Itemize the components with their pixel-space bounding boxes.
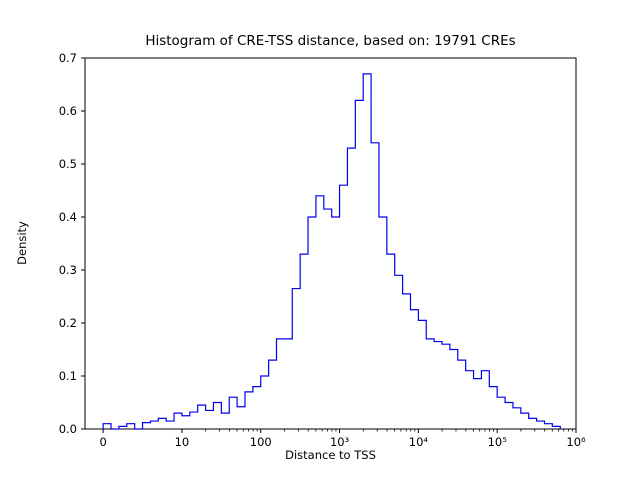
x-tick-label: 10⁵: [488, 435, 508, 449]
x-tick-label: 10⁴: [409, 435, 429, 449]
x-axis-ticks: 0 10 100 10³ 10⁴ 10⁵ 10⁶: [99, 429, 586, 449]
x-tick-label: 0: [99, 435, 106, 449]
y-axis-ticks: 0.0 0.1 0.2 0.3 0.4 0.5 0.6 0.7: [59, 51, 85, 436]
x-minor-ticks: [205, 429, 573, 432]
x-tick-label: 10: [175, 435, 190, 449]
y-tick-label: 0.5: [59, 157, 77, 171]
y-tick-label: 0.1: [59, 369, 77, 383]
x-tick-label: 100: [250, 435, 272, 449]
y-tick-label: 0.7: [59, 51, 77, 65]
chart-title: Histogram of CRE-TSS distance, based on:…: [145, 33, 516, 49]
plot-border: [84, 57, 577, 430]
y-axis-label: Density: [15, 221, 29, 265]
x-tick-label: 10³: [330, 435, 350, 449]
y-tick-label: 0.4: [59, 210, 77, 224]
x-axis-label: Distance to TSS: [285, 448, 376, 462]
x-tick-label: 10⁶: [566, 435, 586, 449]
y-tick-label: 0.2: [59, 316, 77, 330]
y-tick-label: 0.0: [59, 422, 77, 436]
y-tick-label: 0.3: [59, 263, 77, 277]
histogram-line: [102, 73, 561, 430]
y-tick-label: 0.6: [59, 104, 77, 118]
